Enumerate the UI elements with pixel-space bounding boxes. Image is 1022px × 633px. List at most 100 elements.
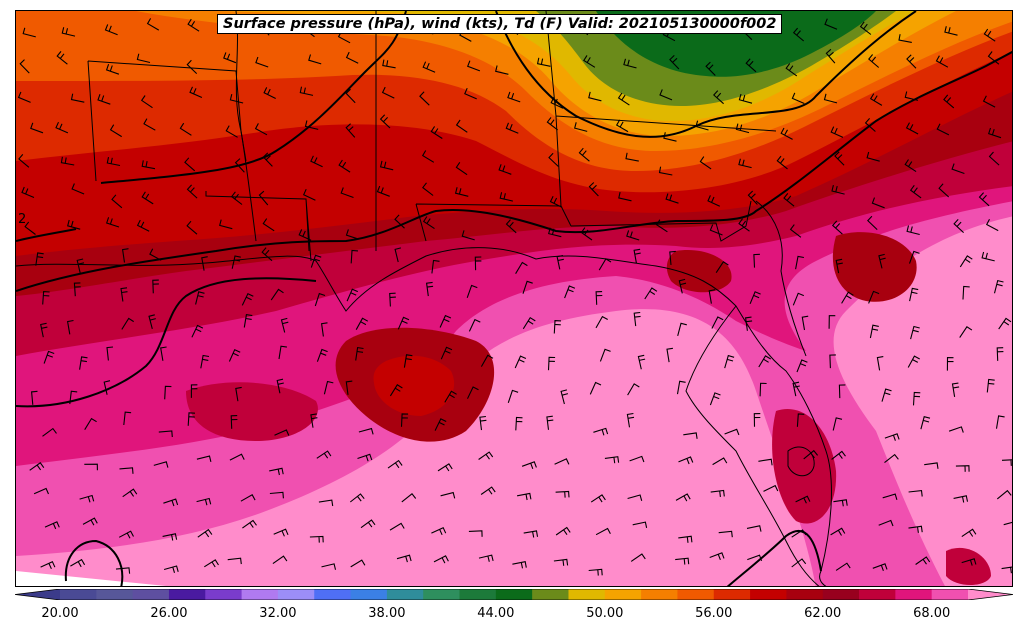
wind-barb [44, 521, 60, 530]
wind-barb [379, 160, 394, 171]
wind-barb [302, 188, 316, 201]
wind-barb [514, 355, 527, 369]
wind-barb [308, 54, 322, 65]
wind-barb [79, 356, 88, 370]
wind-barb [785, 63, 798, 77]
wind-barb [951, 163, 965, 175]
wind-barb [625, 152, 639, 162]
wind-barb [824, 18, 838, 30]
wind-barb [254, 123, 268, 136]
wind-barb [321, 563, 337, 570]
wind-barb [1001, 459, 1012, 466]
wind-barb [70, 558, 86, 568]
wind-barb [988, 151, 1000, 166]
wind-barb [783, 193, 795, 207]
wind-barb [909, 287, 919, 302]
wind-barb [196, 455, 212, 463]
wind-barb [553, 558, 569, 566]
wind-barb [904, 159, 917, 173]
wind-barb [310, 413, 318, 428]
wind-barb [18, 154, 30, 168]
wind-barb [759, 382, 767, 397]
wind-barb [507, 389, 519, 403]
wind-barb [676, 380, 686, 395]
isobar-mid [16, 50, 1012, 292]
wind-barb [280, 317, 289, 333]
wind-barb [655, 219, 668, 233]
wind-barb [753, 253, 760, 268]
wind-barb [951, 382, 960, 397]
wind-barb [595, 527, 611, 536]
wind-barb [71, 183, 85, 195]
colorbar-segment [822, 589, 860, 600]
wind-barb [468, 530, 483, 537]
wind-barb [270, 288, 284, 301]
blob-georgia [832, 232, 917, 302]
wind-barb [550, 97, 564, 109]
wind-barb [397, 316, 410, 330]
wind-barb [118, 530, 134, 539]
colorbar-tick-label: 20.00 [41, 606, 79, 621]
wind-barb [272, 555, 288, 565]
wind-barb [948, 426, 964, 433]
colorbar-tick-label: 62.00 [804, 606, 842, 621]
wind-barb [724, 354, 735, 369]
wind-barb [598, 258, 612, 271]
wind-barb [345, 88, 356, 104]
wind-barb [146, 18, 160, 31]
wind-barb [791, 529, 807, 538]
wind-barb [876, 356, 884, 371]
mississippi-river [235, 11, 257, 242]
wind-barb [480, 486, 496, 495]
wind-barb [699, 156, 712, 170]
wind-barb [780, 127, 793, 140]
wind-barb [195, 291, 205, 305]
wind-barb [746, 525, 762, 532]
dewpoint-fill [16, 11, 1012, 586]
wind-barb [789, 224, 802, 238]
wind-barb [1003, 521, 1012, 526]
wind-barb [981, 251, 995, 262]
lake-okeechobee [787, 446, 815, 477]
wind-barb [42, 427, 57, 437]
wind-barb [310, 155, 323, 168]
wind-barb [747, 190, 758, 205]
wind-barb [40, 560, 56, 570]
colorbar-segment [350, 589, 388, 600]
wind-barb [828, 315, 836, 329]
wind-barb [878, 253, 886, 269]
wind-barb [109, 124, 122, 138]
wind-barb [665, 193, 679, 204]
isobar-west-stub [16, 228, 77, 242]
wind-barb [164, 385, 172, 400]
wind-barb [464, 87, 477, 100]
wind-barb [666, 347, 673, 363]
wind-barb [314, 292, 326, 307]
wind-barb [878, 519, 894, 527]
wind-barb [905, 122, 919, 135]
wind-barb [143, 118, 156, 131]
wind-barb [76, 258, 85, 274]
wind-barb [834, 151, 845, 166]
wind-barb [675, 493, 691, 502]
wind-barb [243, 313, 253, 328]
wind-barb [345, 229, 359, 240]
wind-barb [119, 467, 134, 474]
wind-barb [868, 54, 880, 68]
wind-barb [153, 461, 169, 468]
wind-barb [431, 526, 447, 536]
wind-barb [431, 259, 440, 274]
wind-barb [61, 27, 76, 37]
wind-barb [103, 380, 111, 395]
wind-barb [461, 230, 475, 241]
wind-barb [56, 51, 68, 65]
wind-barb [709, 392, 721, 406]
wind-barb [338, 159, 351, 173]
wind-barb [440, 491, 456, 499]
wind-barb [437, 463, 453, 472]
wind-barb [516, 492, 532, 501]
wind-barb [677, 322, 687, 337]
colorbar-segment [859, 589, 896, 600]
wind-barb [884, 433, 900, 441]
wind-barb [555, 490, 570, 498]
